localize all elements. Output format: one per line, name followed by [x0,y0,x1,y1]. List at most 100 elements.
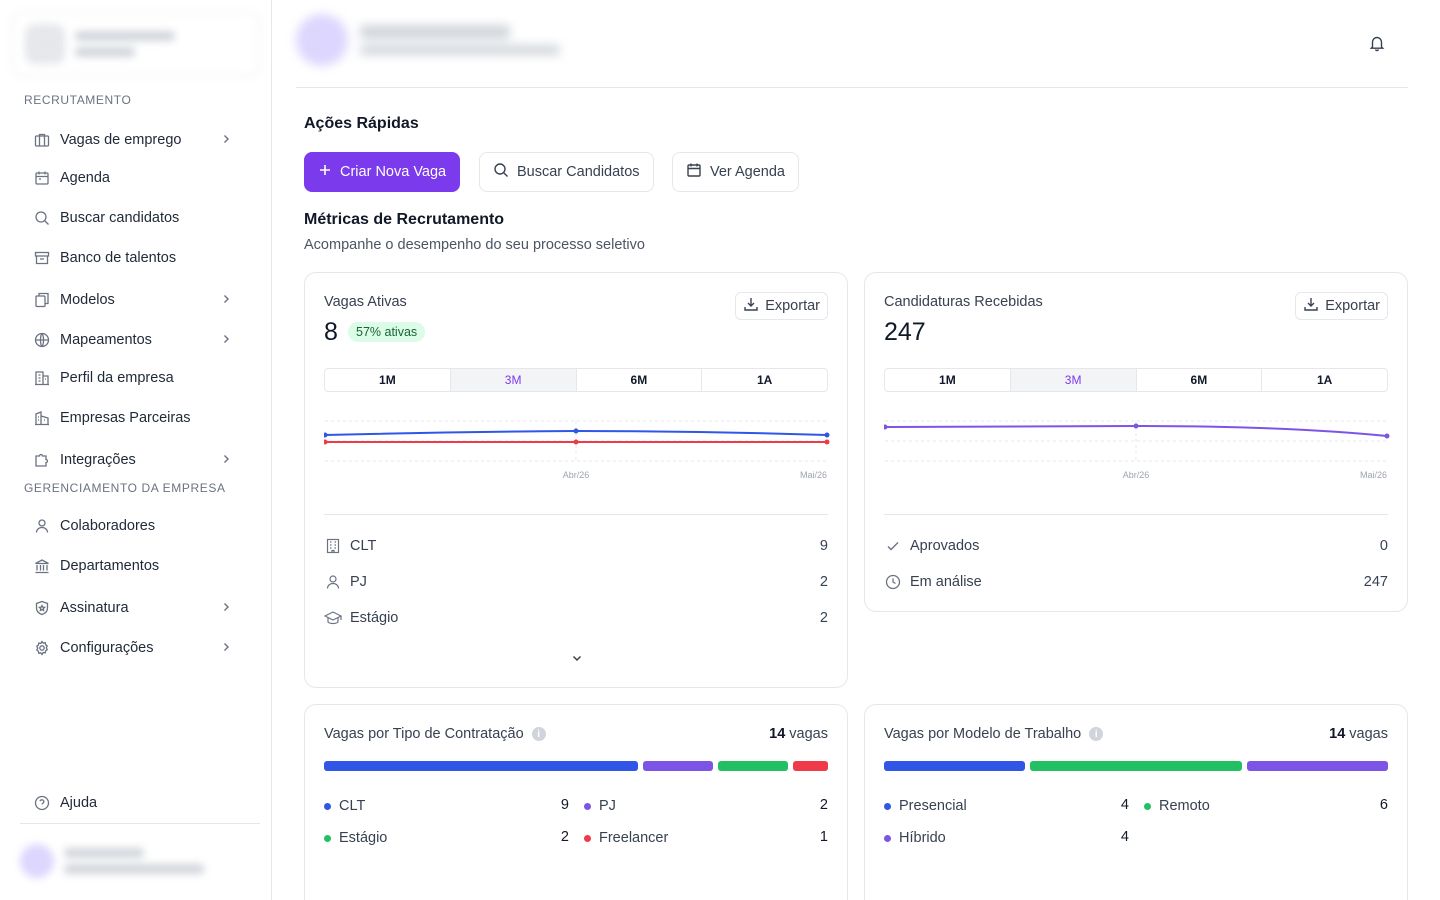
sidebar-item-banco-talentos[interactable]: Banco de talentos [24,242,248,274]
search-icon [34,210,50,226]
sidebar-item-assinatura[interactable]: Assinatura [24,592,248,624]
chevron-down-icon[interactable] [571,651,583,667]
sidebar-item-colaboradores[interactable]: Colaboradores [24,510,248,542]
stat-value: 9 [819,538,828,554]
view-agenda-button[interactable]: Ver Agenda [672,152,799,192]
x-tick-label: Abr/26 [1123,470,1150,480]
legend-value: 2 [819,797,828,813]
distribution-segment [718,761,789,771]
x-tick-label: Mai/26 [1360,470,1387,480]
sidebar-item-departamentos[interactable]: Departamentos [24,550,248,582]
sidebar-item-label: Modelos [60,292,115,308]
stat-row-aprovados: Aprovados 0 [884,534,1388,558]
stat-value: 2 [819,574,828,590]
briefcase-icon [34,132,50,148]
bell-icon[interactable] [1368,34,1386,55]
data-point [884,424,888,430]
organization-logo [25,24,65,64]
buildings-icon [34,410,50,426]
distribution-segment [793,761,828,771]
sidebar-item-ajuda[interactable]: Ajuda [24,787,248,819]
range-option-1a[interactable]: 1A [1316,373,1333,387]
sidebar-item-configuracoes[interactable]: Configurações [24,632,248,664]
organization-switcher[interactable] [12,12,260,76]
chevron-right-icon [220,333,232,349]
data-point [1384,433,1390,439]
shield-icon [34,600,50,616]
active-jobs-trend-chart: Abr/26 Mai/26 [324,420,830,480]
stat-value: 247 [1363,574,1388,590]
section-label-recruitment: RECRUTAMENTO [24,93,132,107]
search-candidates-button[interactable]: Buscar Candidatos [479,152,654,192]
info-icon[interactable]: i [1089,727,1104,741]
applications-trend-chart: Abr/26 Mai/26 [884,420,1390,480]
card-title: Candidaturas Recebidas [884,294,1043,310]
legend-value: 1 [819,829,828,845]
period-selector: 1M 3M 6M 1A [884,368,1388,392]
sidebar-item-label: Mapeamentos [60,332,152,348]
applications-count: 247 [884,318,926,346]
stat-row-estagio: Estágio 2 [324,606,828,630]
sidebar-item-integracoes[interactable]: Integrações [24,444,248,476]
stat-value: 2 [819,610,828,626]
legend-item-remoto: Remoto [1144,796,1210,816]
graduation-cap-icon [324,609,342,627]
metrics-subtitle: Acompanhe o desempenho do seu processo s… [304,237,645,253]
export-button[interactable]: Exportar [1295,292,1388,320]
period-selector: 1M 3M 6M 1A [324,368,828,392]
stat-row-clt: CLT 9 [324,534,828,558]
legend-value: 9 [560,797,569,813]
work-model-card: Vagas por Modelo de Trabalho i 14 vagas … [864,704,1408,900]
sidebar-item-vagas[interactable]: Vagas de emprego [24,124,248,156]
data-point [573,428,579,434]
range-option-6m[interactable]: 6M [577,369,703,391]
sidebar-item-modelos[interactable]: Modelos [24,284,248,316]
top-header [296,10,1408,88]
sidebar-item-agenda[interactable]: Agenda [24,162,248,194]
sidebar-divider [20,823,260,824]
distribution-segment [1246,761,1388,771]
create-job-button[interactable]: Criar Nova Vaga [304,152,461,192]
range-option-1a[interactable]: 1A [756,373,773,387]
range-option-3m[interactable]: 3M [450,369,577,391]
sidebar-item-label: Banco de talentos [60,250,177,266]
range-option-3m[interactable]: 3M [1010,369,1137,391]
x-tick-label: Mai/26 [800,470,827,480]
sidebar-item-label: Assinatura [60,600,129,616]
sidebar-item-mapeamentos[interactable]: Mapeamentos [24,324,248,356]
sidebar-item-empresas-parceiras[interactable]: Empresas Parceiras [24,402,248,434]
legend-value: 6 [1379,797,1388,813]
user-icon [34,518,50,534]
sidebar-item-label: Ajuda [60,795,98,811]
user-icon [324,573,342,591]
legend-value: 4 [1120,797,1129,813]
sidebar-item-label: Colaboradores [60,518,156,534]
distribution-bar [884,761,1388,771]
data-point [1133,423,1139,429]
calendar-icon [34,170,50,186]
search-icon [493,162,509,182]
copy-icon [34,292,50,308]
range-option-1m[interactable]: 1M [325,369,451,391]
sidebar-item-perfil-empresa[interactable]: Perfil da empresa [24,362,248,394]
calendar-icon [686,162,702,182]
export-button[interactable]: Exportar [735,292,828,320]
sidebar-item-label: Empresas Parceiras [60,410,191,426]
sidebar-item-label: Agenda [60,170,110,186]
sidebar-item-buscar-candidatos[interactable]: Buscar candidatos [24,202,248,234]
info-icon[interactable]: i [531,727,546,741]
sidebar-item-label: Buscar candidatos [60,210,180,226]
stat-row-em-analise: Em análise 247 [884,570,1388,594]
user-profile-menu[interactable] [20,836,260,886]
landmark-icon [34,558,50,574]
card-title: Vagas Ativas [324,294,407,310]
clock-icon [884,573,902,591]
quick-actions-title: Ações Rápidas [304,115,419,132]
range-option-6m[interactable]: 6M [1137,369,1263,391]
chevron-right-icon [220,601,232,617]
sidebar-item-label: Departamentos [60,558,160,574]
legend-value: 4 [1120,829,1129,845]
sidebar-item-label: Integrações [60,452,136,468]
download-icon [1303,296,1319,316]
range-option-1m[interactable]: 1M [885,369,1011,391]
